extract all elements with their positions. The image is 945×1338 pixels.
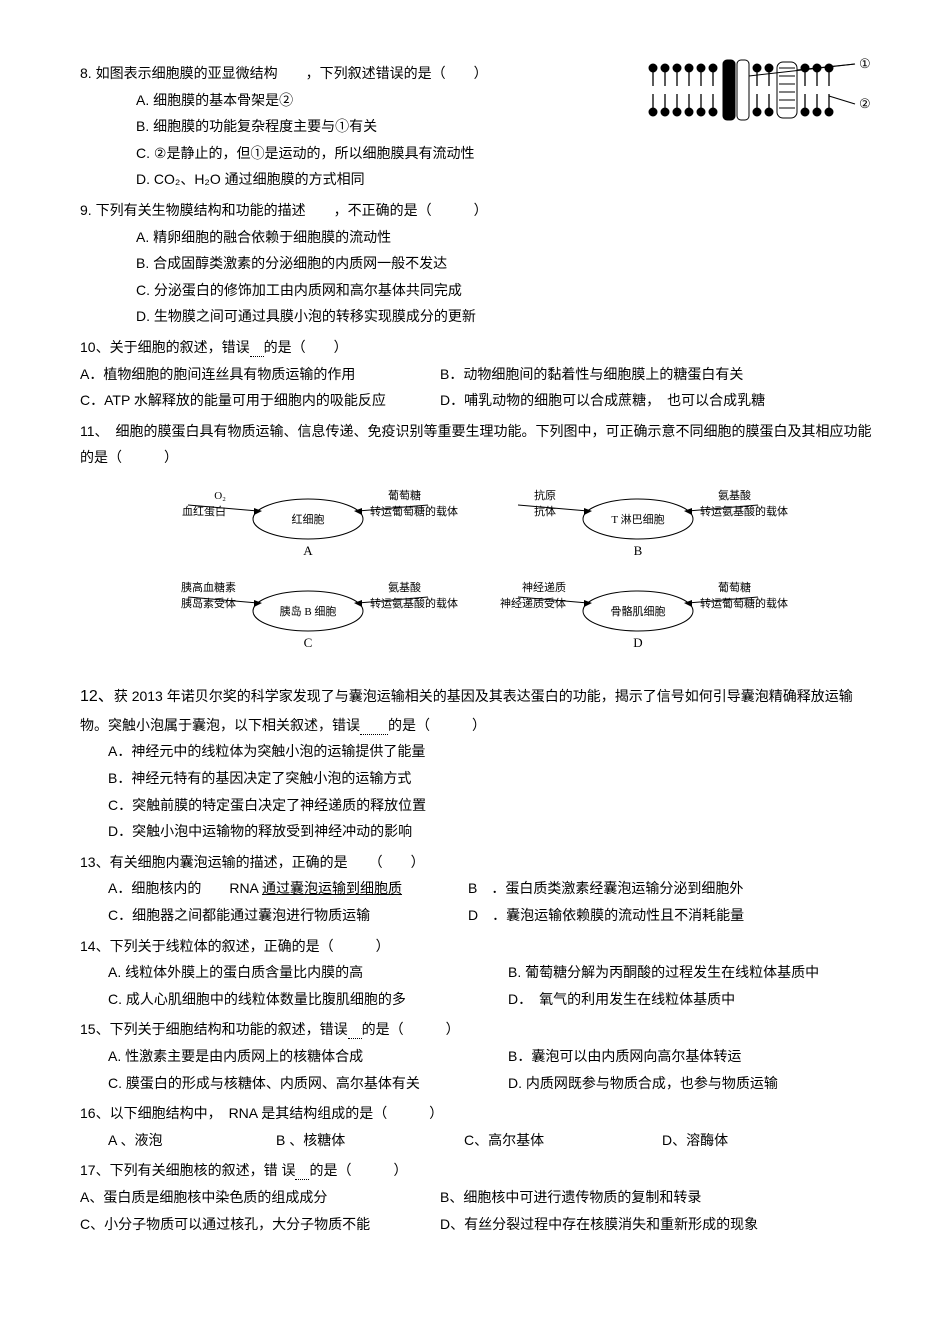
question-16: 16、以下细胞结构中， RNA 是其结构组成的是（ ） A 、液泡 B 、核糖体… (80, 1100, 875, 1153)
question-9: 9. 下列有关生物膜结构和功能的描述 ，不正确的是（ ） A. 精卵细胞的融合依… (80, 197, 875, 330)
svg-text:D: D (633, 635, 642, 650)
q9-opt-c: C. 分泌蛋白的修饰加工由内质网和高尔基体共同完成 (80, 277, 875, 304)
svg-text:血红蛋白: 血红蛋白 (182, 504, 226, 518)
q10-opt-b: B．动物细胞间的黏着性与细胞膜上的糖蛋白有关 (440, 361, 743, 388)
question-13: 13、有关细胞内囊泡运输的描述，正确的是 （ ） A．细胞核内的 RNA 通过囊… (80, 849, 875, 929)
q14-stem: 14、下列关于线粒体的叙述，正确的是（ ） (80, 933, 875, 960)
q13-opt-c: C．细胞器之间都能通过囊泡进行物质运输 (80, 902, 468, 929)
q12-opt-d: D．突触小泡中运输物的释放受到神经冲动的影响 (80, 818, 875, 845)
label-1: ① (859, 56, 871, 71)
svg-text:葡萄糖: 葡萄糖 (718, 580, 751, 594)
svg-text:C: C (303, 635, 312, 650)
q16-stem: 16、以下细胞结构中， RNA 是其结构组成的是（ ） (80, 1100, 875, 1127)
question-12: 12、获 2013 年诺贝尔奖的科学家发现了与囊泡运输相关的基因及其表达蛋白的功… (80, 682, 875, 845)
q13-opt-b: B ．蛋白质类激素经囊泡运输分泌到细胞外 (468, 875, 743, 902)
svg-text:骨骼肌细胞: 骨骼肌细胞 (610, 604, 665, 618)
svg-text:胰高血糖素: 胰高血糖素 (181, 580, 236, 594)
svg-text:葡萄糖: 葡萄糖 (388, 488, 421, 502)
svg-text:抗原: 抗原 (534, 488, 556, 502)
question-8: ① ② 8. 如图表示细胞膜的亚显微结构 ，下列叙述错误的是（ ） A. 细胞膜… (80, 60, 875, 193)
q16-opt-a: A 、液泡 (108, 1127, 248, 1154)
svg-text:红细胞: 红细胞 (291, 513, 324, 526)
cell-d: 骨骼肌细胞 神经递质 神经递质受体 葡萄糖 转运葡萄糖的载体 D (500, 580, 788, 650)
q17-opt-b: B、细胞核中可进行遗传物质的复制和转录 (440, 1184, 701, 1211)
q17-opt-d: D、有丝分裂过程中存在核膜消失和重新形成的现象 (440, 1211, 758, 1238)
q11-stem: 11、 细胞的膜蛋白具有物质运输、信息传递、免疫识别等重要生理功能。下列图中，可… (80, 418, 875, 471)
q14-opt-a: A. 线粒体外膜上的蛋白质含量比内膜的高 (80, 959, 508, 986)
question-10: 10、关于细胞的叙述，错误 的是（ ） A．植物细胞的胞间连丝具有物质运输的作用… (80, 334, 875, 414)
q10-stem: 10、关于细胞的叙述，错误 的是（ ） (80, 334, 875, 361)
q15-opt-d: D. 内质网既参与物质合成，也参与物质运输 (508, 1070, 778, 1097)
question-15: 15、下列关于细胞结构和功能的叙述，错误 的是（ ） A. 性激素主要是由内质网… (80, 1016, 875, 1096)
q12-stem: 12、获 2013 年诺贝尔奖的科学家发现了与囊泡运输相关的基因及其表达蛋白的功… (80, 682, 875, 739)
q15-opt-c: C. 膜蛋白的形成与核糖体、内质网、高尔基体有关 (80, 1070, 508, 1097)
q11-figure: 红细胞 O₂ 血红蛋白 葡萄糖 转运葡萄糖的载体 A T 淋巴细胞 抗原 抗体 (80, 479, 875, 668)
question-17: 17、下列有关细胞核的叙述，错 误 的是（ ） A、蛋白质是细胞核中染色质的组成… (80, 1157, 875, 1237)
q15-opt-b: B．囊泡可以由内质网向高尔基体转运 (508, 1043, 741, 1070)
q17-stem: 17、下列有关细胞核的叙述，错 误 的是（ ） (80, 1157, 875, 1184)
question-11: 11、 细胞的膜蛋白具有物质运输、信息传递、免疫识别等重要生理功能。下列图中，可… (80, 418, 875, 668)
svg-text:O₂: O₂ (214, 490, 226, 502)
q16-opt-c: C、高尔基体 (464, 1127, 634, 1154)
svg-text:胰岛 B 细胞: 胰岛 B 细胞 (279, 604, 336, 618)
q16-opt-b: B 、核糖体 (276, 1127, 436, 1154)
q12-opt-c: C．突触前膜的特定蛋白决定了神经递质的释放位置 (80, 792, 875, 819)
svg-text:转运氨基酸的载体: 转运氨基酸的载体 (700, 504, 788, 518)
cell-a: 红细胞 O₂ 血红蛋白 葡萄糖 转运葡萄糖的载体 A (182, 488, 458, 558)
q17-opt-a: A、蛋白质是细胞核中染色质的组成成分 (80, 1184, 440, 1211)
svg-text:胰岛素受体: 胰岛素受体 (181, 596, 236, 610)
label-2: ② (859, 96, 871, 111)
q10-opt-c: C．ATP 水解释放的能量可用于细胞内的吸能反应 (80, 387, 440, 414)
q14-opt-d: D． 氧气的利用发生在线粒体基质中 (508, 986, 735, 1013)
q10-opt-a: A．植物细胞的胞间连丝具有物质运输的作用 (80, 361, 440, 388)
q14-opt-c: C. 成人心肌细胞中的线粒体数量比腹肌细胞的多 (80, 986, 508, 1013)
cell-c: 胰岛 B 细胞 胰高血糖素 胰岛素受体 氨基酸 转运氨基酸的载体 C (181, 580, 458, 650)
q12-opt-b: B．神经元特有的基因决定了突触小泡的运输方式 (80, 765, 875, 792)
svg-text:转运葡萄糖的载体: 转运葡萄糖的载体 (700, 596, 788, 610)
cell-b: T 淋巴细胞 抗原 抗体 氨基酸 转运氨基酸的载体 B (518, 488, 788, 558)
q10-opt-d: D．哺乳动物的细胞可以合成蔗糖， 也可以合成乳糖 (440, 387, 765, 414)
svg-text:转运葡萄糖的载体: 转运葡萄糖的载体 (370, 504, 458, 518)
q16-opt-d: D、溶酶体 (662, 1127, 728, 1154)
svg-text:氨基酸: 氨基酸 (388, 580, 421, 594)
q14-opt-b: B. 葡萄糖分解为丙酮酸的过程发生在线粒体基质中 (508, 959, 819, 986)
svg-text:神经递质: 神经递质 (522, 580, 566, 594)
q12-opt-a: A．神经元中的线粒体为突触小泡的运输提供了能量 (80, 738, 875, 765)
question-14: 14、下列关于线粒体的叙述，正确的是（ ） A. 线粒体外膜上的蛋白质含量比内膜… (80, 933, 875, 1013)
q9-stem: 9. 下列有关生物膜结构和功能的描述 ，不正确的是（ ） (80, 197, 875, 224)
svg-text:抗体: 抗体 (534, 504, 556, 518)
q8-opt-c: C. ②是静止的，但①是运动的，所以细胞膜具有流动性 (80, 140, 875, 167)
q13-opt-d: D ．囊泡运输依赖膜的流动性且不消耗能量 (468, 902, 744, 929)
q15-stem: 15、下列关于细胞结构和功能的叙述，错误 的是（ ） (80, 1016, 875, 1043)
q13-stem: 13、有关细胞内囊泡运输的描述，正确的是 （ ） (80, 849, 875, 876)
svg-text:转运氨基酸的载体: 转运氨基酸的载体 (370, 596, 458, 610)
svg-text:T 淋巴细胞: T 淋巴细胞 (611, 513, 664, 526)
membrane-diagram: ① ② (645, 56, 875, 139)
q15-opt-a: A. 性激素主要是由内质网上的核糖体合成 (80, 1043, 508, 1070)
svg-text:A: A (303, 543, 313, 558)
q9-opt-a: A. 精卵细胞的融合依赖于细胞膜的流动性 (80, 224, 875, 251)
svg-text:神经递质受体: 神经递质受体 (500, 596, 566, 610)
q9-opt-d: D. 生物膜之间可通过具膜小泡的转移实现膜成分的更新 (80, 303, 875, 330)
q13-opt-a: A．细胞核内的 RNA 通过囊泡运输到细胞质 (80, 875, 468, 902)
q17-opt-c: C、小分子物质可以通过核孔，大分子物质不能 (80, 1211, 440, 1238)
q9-opt-b: B. 合成固醇类激素的分泌细胞的内质网一般不发达 (80, 250, 875, 277)
svg-text:B: B (633, 543, 642, 558)
svg-text:氨基酸: 氨基酸 (718, 488, 751, 502)
q8-opt-d: D. CO₂、H₂O 通过细胞膜的方式相同 (80, 166, 875, 193)
